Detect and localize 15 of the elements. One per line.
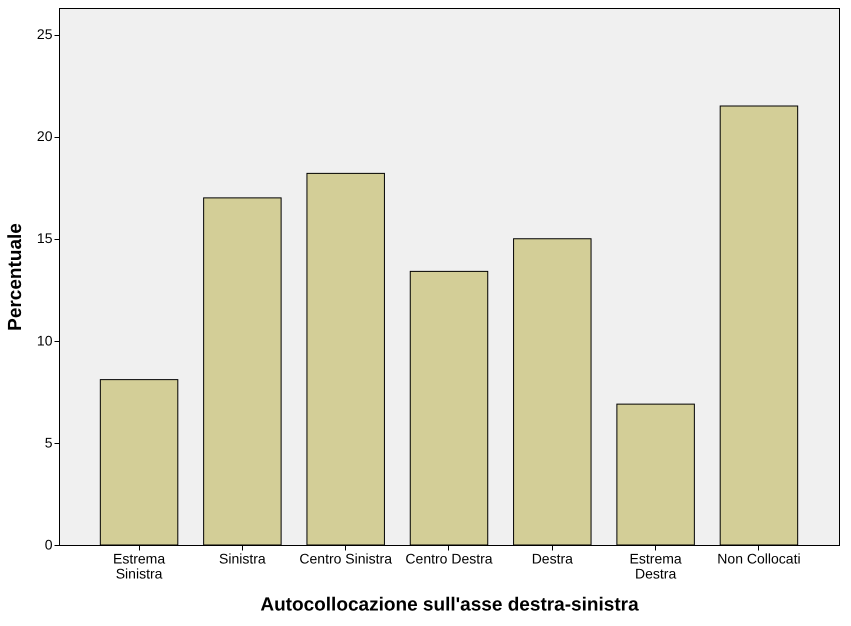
x-tick-label: Destra [532,550,574,566]
y-tick-label: 10 [36,332,53,348]
x-axis-title: Autocollocazione sull'asse destra-sinistra [260,594,640,616]
y-axis-title: Percentuale [4,223,26,331]
x-tick-label: Non Collocati [717,550,801,566]
x-tick-label: Estrema Destra [630,550,682,582]
y-tick-label: 0 [44,536,53,552]
x-tick-label: Centro Destra [405,550,493,566]
x-tick-label: Sinistra [219,550,266,566]
y-tick-label: 15 [36,230,53,246]
x-tick-label: Centro Sinistra [299,550,392,566]
y-tick-label: 25 [36,26,53,42]
y-tick-label: 20 [36,128,53,144]
y-tick-label: 5 [44,434,53,450]
x-tick-label: Estrema Sinistra [113,550,166,582]
